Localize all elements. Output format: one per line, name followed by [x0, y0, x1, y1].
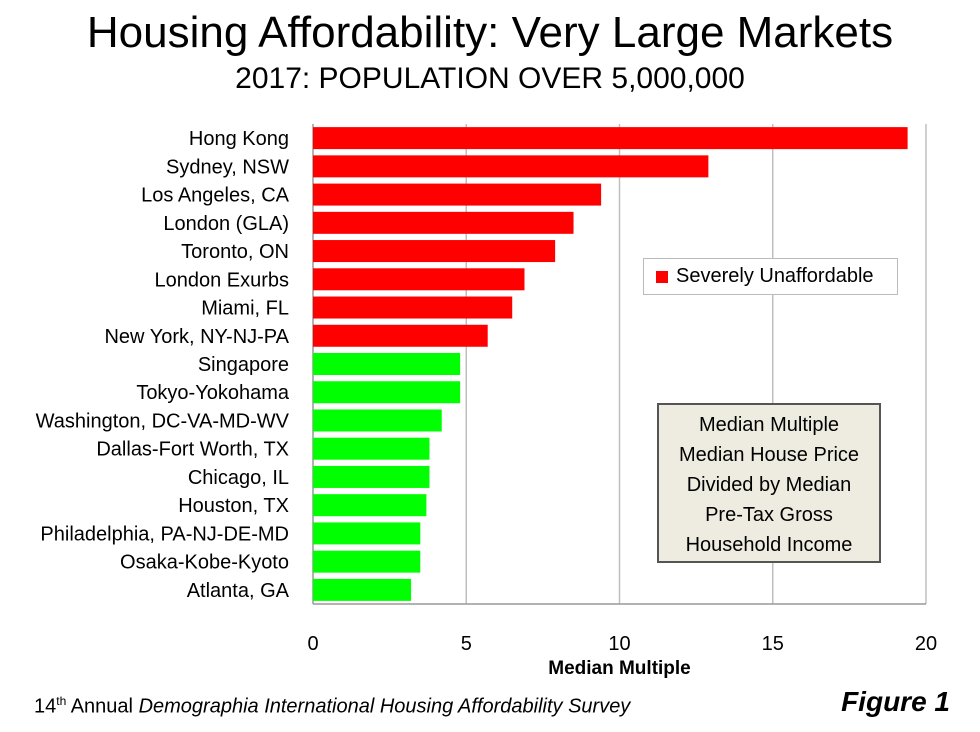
y-tick-label: Dallas-Fort Worth, TX — [96, 439, 289, 461]
bar — [313, 381, 461, 404]
bar — [313, 437, 430, 460]
note-line: Divided by Median — [686, 474, 852, 496]
footer-annual: Annual — [66, 695, 139, 718]
y-tick-label: Houston, TX — [178, 495, 289, 517]
y-tick-label: Toronto, ON — [181, 241, 289, 263]
x-axis-label: Median Multiple — [548, 658, 691, 679]
chart-title: Housing Affordability: Very Large Market… — [86, 8, 894, 57]
y-tick-label: Hong Kong — [189, 128, 289, 150]
x-tick-label: 0 — [307, 633, 318, 655]
y-tick-label: Sydney, NSW — [166, 156, 289, 178]
y-tick-label: Osaka-Kobe-Kyoto — [120, 552, 289, 574]
y-tick-label: Miami, FL — [201, 298, 289, 320]
bar — [313, 522, 421, 545]
bar — [313, 183, 602, 206]
bar — [313, 409, 442, 432]
note-line: Median Multiple — [698, 414, 840, 436]
footer-source: 14th Annual Demographia International Ho… — [34, 694, 630, 719]
y-tick-label: Atlanta, GA — [187, 580, 290, 602]
legend-label: Severely Unaffordable — [676, 265, 874, 287]
chart-subtitle: 2017: POPULATION OVER 5,000,000 — [235, 62, 745, 95]
x-tick-label: 15 — [762, 633, 784, 655]
bar — [313, 465, 430, 488]
y-tick-label: London Exurbs — [154, 269, 289, 291]
y-tick-label: Tokyo-Yokohama — [136, 382, 290, 404]
bar — [313, 155, 709, 178]
bar — [313, 296, 513, 319]
y-tick-label: Los Angeles, CA — [141, 185, 290, 207]
y-tick-label: London (GLA) — [163, 213, 289, 235]
y-tick-label: New York, NY-NJ-PA — [104, 326, 289, 348]
bar — [313, 578, 412, 601]
x-tick-label: 10 — [608, 633, 630, 655]
footer-ordinal-suffix: th — [56, 694, 67, 708]
bar — [313, 324, 488, 347]
y-tick-label: Singapore — [198, 354, 289, 376]
definition-note: Median Multiple Median House Price Divid… — [657, 403, 881, 563]
bar — [313, 211, 574, 234]
figure-label: Figure 1 — [841, 686, 950, 717]
x-tick-label: 5 — [461, 633, 472, 655]
y-tick-label: Philadelphia, PA-NJ-DE-MD — [40, 523, 289, 545]
bar — [313, 268, 525, 291]
x-tick-label: 20 — [915, 633, 937, 655]
y-tick-label: Chicago, IL — [188, 467, 289, 489]
y-tick-label: Washington, DC-VA-MD-WV — [36, 410, 290, 432]
note-line: Household Income — [685, 534, 853, 556]
footer-survey-name: Demographia International Housing Afford… — [138, 695, 631, 718]
bar — [313, 494, 427, 517]
bar — [313, 550, 421, 573]
legend: Severely Unaffordable — [643, 258, 898, 295]
bar — [313, 240, 556, 263]
bar — [313, 127, 908, 150]
legend-swatch — [656, 270, 668, 283]
footer-ordinal: 14 — [34, 695, 57, 718]
note-line: Pre-Tax Gross — [705, 504, 833, 526]
note-line: Median House Price — [678, 444, 860, 466]
bar — [313, 353, 461, 375]
